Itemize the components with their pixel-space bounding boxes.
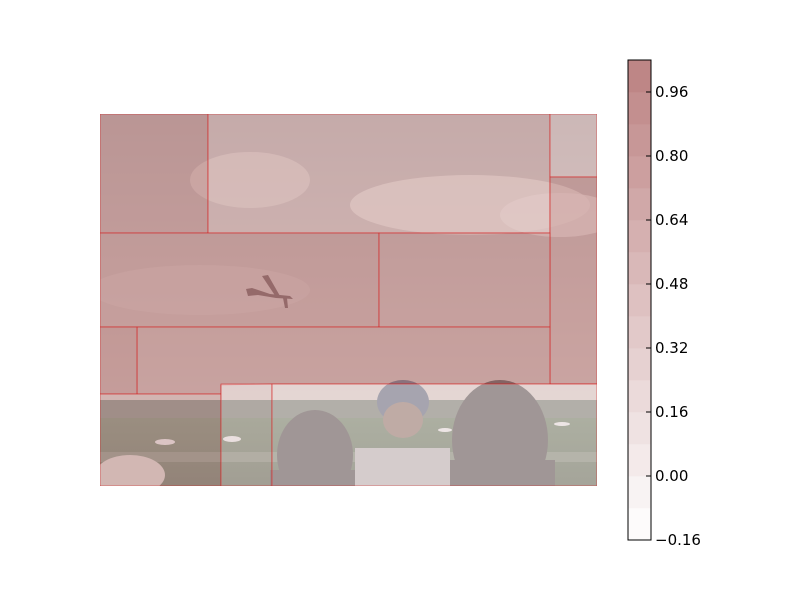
colorbar-level — [628, 476, 651, 509]
colorbar-level — [628, 188, 651, 221]
segment-upper-right-sky — [207, 114, 551, 234]
colorbar-tick-label: −0.16 — [655, 531, 701, 549]
colorbar-level — [628, 156, 651, 189]
colorbar-level — [628, 92, 651, 125]
segment-ground-center — [220, 383, 273, 486]
segment-horizon-left — [100, 393, 222, 486]
colorbar-level — [628, 444, 651, 477]
segment-right-edge-sky — [549, 176, 597, 385]
segment-left-edge-block — [100, 326, 138, 395]
colorbar-tick-label: 0.32 — [655, 339, 688, 357]
colorbar-level — [628, 252, 651, 285]
colorbar-tick-label: 0.00 — [655, 467, 688, 485]
colorbar-tick-label: 0.16 — [655, 403, 688, 421]
colorbar-tick-label: 0.80 — [655, 147, 688, 165]
colorbar-level — [628, 348, 651, 381]
colorbar-level — [628, 124, 651, 157]
segment-middle-sky-left — [100, 232, 380, 328]
colorbar-frame — [627, 59, 652, 541]
segment-crowd-right — [271, 383, 597, 486]
colorbar-tick-label: 0.96 — [655, 83, 688, 101]
colorbar-tick-label: 0.48 — [655, 275, 688, 293]
colorbar-level — [628, 284, 651, 317]
colorbar-level — [628, 412, 651, 445]
colorbar-level — [628, 316, 651, 349]
colorbar-tick-label: 0.64 — [655, 211, 688, 229]
segment-middle-sky-right — [378, 232, 551, 328]
segment-top-right-corner — [549, 114, 597, 178]
colorbar-level — [628, 220, 651, 253]
segment-upper-left-sky — [100, 114, 209, 234]
segment-overlay — [100, 114, 597, 486]
colorbar-level — [628, 508, 651, 541]
colorbar: −0.16 0.00 0.16 0.32 0.48 0.64 0.80 0.96 — [627, 59, 701, 549]
colorbar-level — [628, 380, 651, 413]
colorbar-level — [628, 60, 651, 93]
